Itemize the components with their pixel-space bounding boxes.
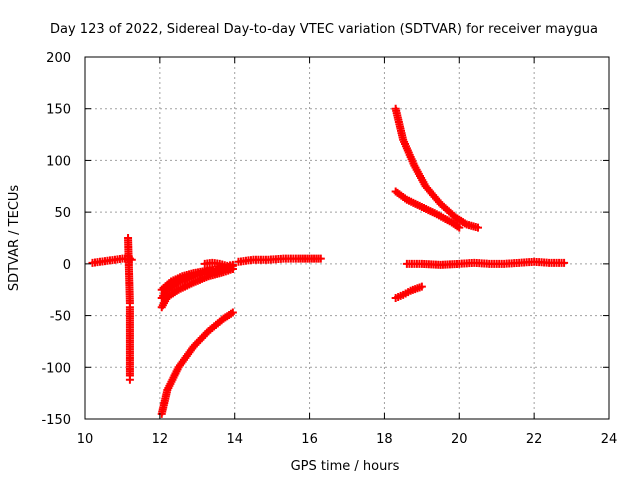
y-tick-label: -50: [50, 310, 71, 325]
data-point: [560, 258, 569, 267]
x-tick-label: 14: [226, 432, 243, 447]
points-layer: [88, 104, 569, 418]
x-tick-label: 18: [376, 432, 393, 447]
data-point: [417, 282, 426, 291]
y-tick-label: 50: [54, 206, 71, 221]
y-tick-label: 150: [46, 103, 71, 118]
plot-frame: [84, 56, 610, 420]
series-seg-j: [391, 187, 464, 232]
data-point: [455, 223, 464, 232]
x-tick-label: 10: [77, 432, 94, 447]
data-point: [228, 260, 237, 269]
series-seg-h: [234, 254, 325, 266]
data-point: [125, 375, 134, 384]
series-seg-b: [124, 234, 134, 384]
y-tick-label: 200: [46, 51, 71, 66]
data-point: [228, 308, 237, 317]
x-tick-label: 24: [601, 432, 618, 447]
series-seg-l: [402, 257, 569, 269]
tick-layer: 10 12 14 16 18 20 22 24 -150 -100 -50 0 50 100 150 200: [41, 51, 617, 447]
data-point: [474, 223, 482, 232]
y-tick-label: -150: [41, 413, 71, 428]
x-tick-label: 20: [451, 432, 468, 447]
x-tick-label: 16: [301, 432, 318, 447]
chart-title: Day 123 of 2022, Sidereal Day-to-day VTE…: [50, 22, 598, 37]
data-point: [316, 254, 325, 263]
y-tick-label: -100: [41, 361, 71, 376]
y-axis-label: SDTVAR / TECUs: [7, 185, 22, 292]
x-tick-label: 22: [526, 432, 543, 447]
series-seg-g: [200, 258, 237, 270]
x-axis-label: GPS time / hours: [291, 459, 400, 474]
grid-layer: [85, 57, 609, 419]
series-seg-k: [391, 282, 426, 302]
series-seg-i: [391, 104, 482, 232]
y-tick-label: 0: [63, 258, 71, 273]
x-tick-label: 12: [152, 432, 169, 447]
series-seg-c: [157, 308, 237, 418]
y-tick-label: 100: [46, 154, 71, 169]
